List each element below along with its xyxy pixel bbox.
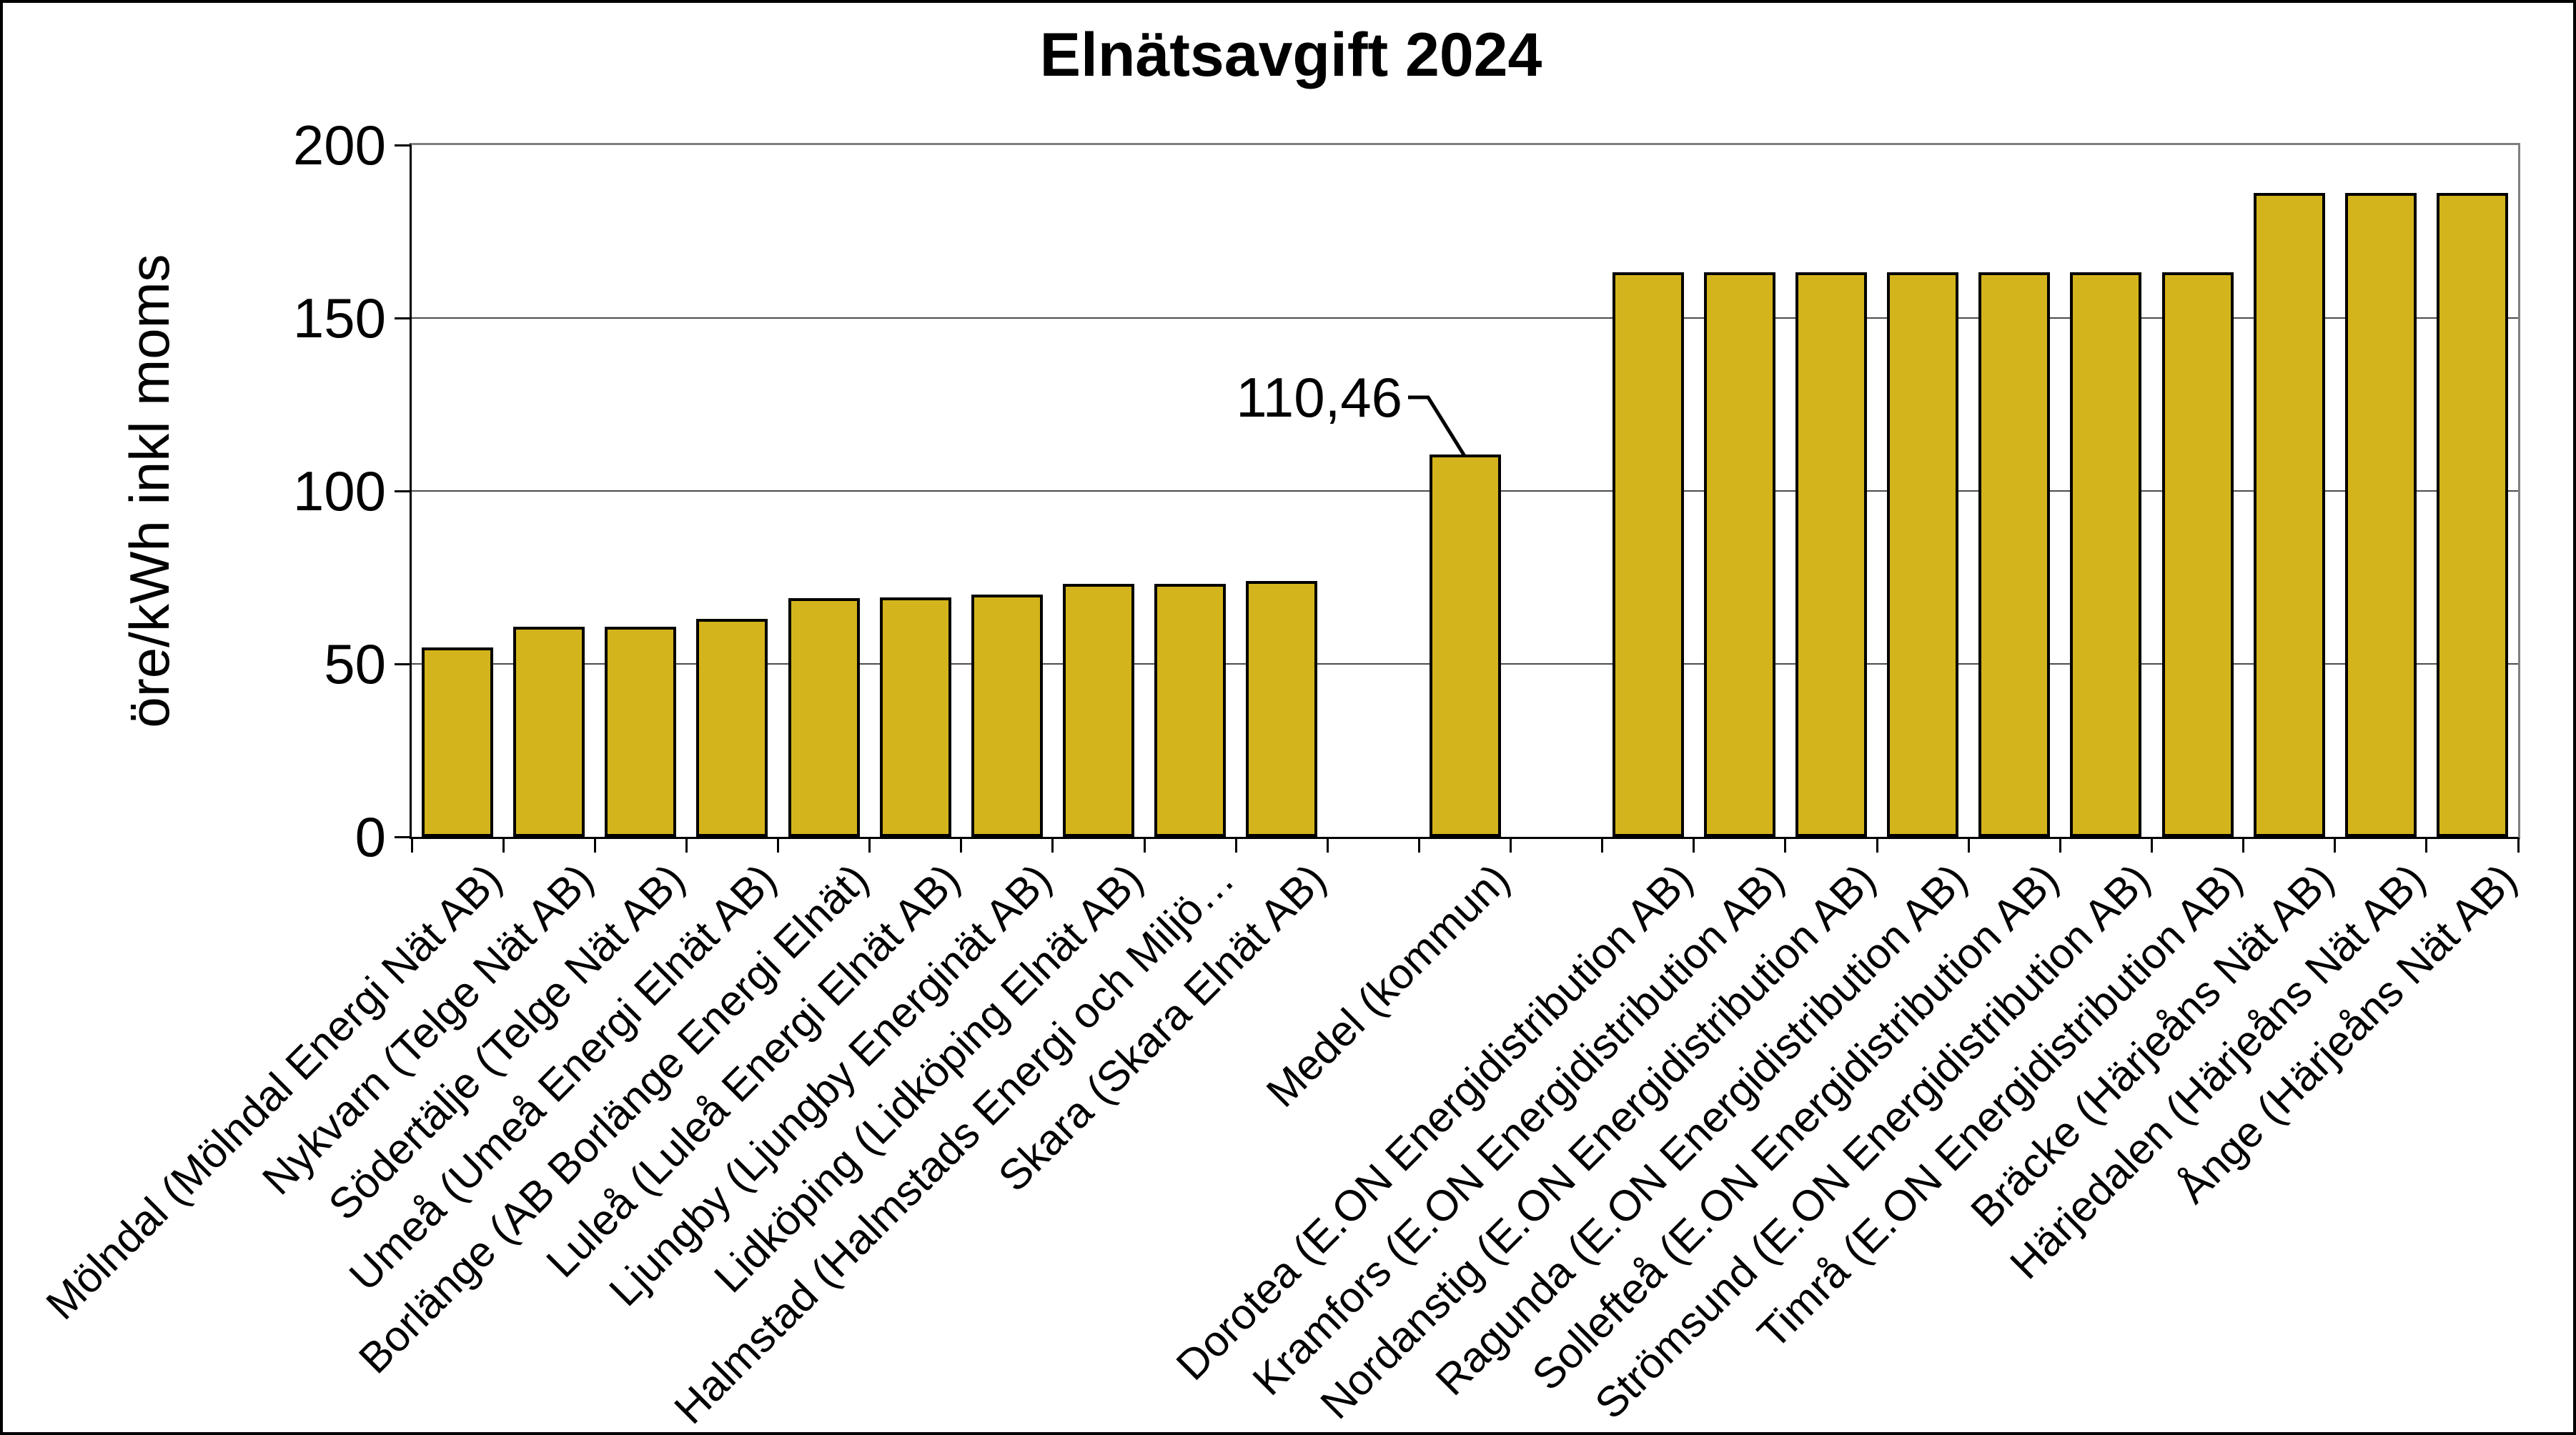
x-tick-11 [1417,837,1420,853]
bar-14 [1703,272,1775,837]
x-tick-6 [960,837,963,853]
x-tick-14 [1693,837,1695,853]
x-tick-16 [1876,837,1878,853]
x-tick-18 [2059,837,2061,853]
bar-17 [1978,272,2051,837]
y-tick-label-200: 200 [292,114,386,177]
x-tick-22 [2425,837,2428,853]
y-tick-200 [395,144,412,147]
leader-line [1408,395,1467,457]
bar-13 [1612,272,1684,837]
x-tick-17 [1967,837,1970,853]
annotation-value-label: 110,46 [1236,366,1402,429]
bar-6 [971,595,1043,837]
y-tick-label-150: 150 [292,287,386,349]
gridline-150 [412,317,2518,319]
y-tick-label-50: 50 [324,632,386,695]
y-tick-50 [395,662,412,665]
bar-2 [605,627,677,837]
bar-18 [2070,272,2142,837]
bar-11 [1429,455,1501,837]
bar-16 [1887,272,1959,837]
bar-5 [879,597,951,837]
y-tick-0 [395,835,412,838]
x-tick-23 [2517,837,2520,853]
bar-1 [513,627,585,837]
x-tick-2 [593,837,596,853]
x-tick-4 [777,837,780,853]
bar-7 [1062,584,1134,837]
bar-20 [2253,192,2325,837]
x-tick-1 [502,837,505,853]
x-tick-20 [2242,837,2245,853]
x-tick-8 [1143,837,1146,853]
chart-title: Elnätsavgift 2024 [1039,21,1542,89]
bar-9 [1246,580,1318,837]
x-tick-3 [685,837,688,853]
x-tick-15 [1784,837,1787,853]
x-tick-12 [1510,837,1512,853]
x-tick-0 [410,837,413,853]
x-tick-9 [1234,837,1237,853]
bar-4 [788,598,860,837]
bar-19 [2161,272,2234,837]
x-tick-7 [1051,837,1054,853]
bar-15 [1795,272,1868,837]
y-tick-label-100: 100 [292,460,386,522]
bar-0 [422,647,494,837]
bar-21 [2344,192,2417,837]
y-tick-100 [395,490,412,492]
y-tick-150 [395,317,412,319]
bar-8 [1154,584,1227,837]
bar-3 [696,619,768,837]
x-tick-21 [2334,837,2337,853]
x-tick-10 [1326,837,1329,853]
x-tick-13 [1601,837,1604,853]
y-axis-title: öre/kWh inkl moms [118,254,181,728]
x-tick-5 [868,837,871,853]
y-tick-label-0: 0 [355,805,386,868]
bar-22 [2436,192,2508,837]
x-tick-19 [2150,837,2153,853]
